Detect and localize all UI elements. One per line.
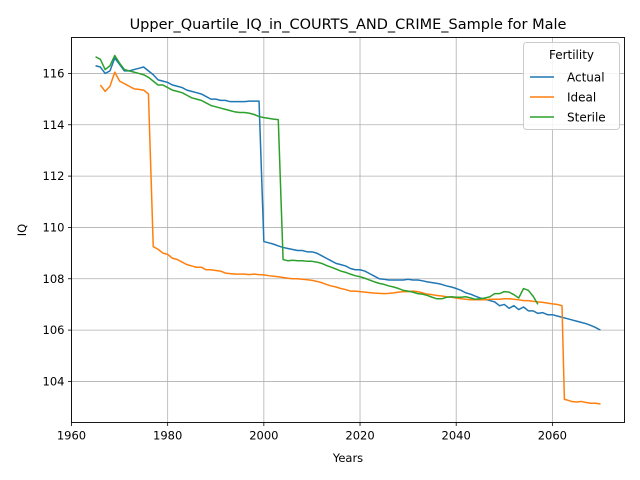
y-tick-label: 114 — [43, 118, 65, 132]
y-tick-label: 104 — [43, 374, 65, 388]
plot-area-frame — [71, 37, 625, 423]
legend-box — [523, 42, 620, 130]
y-axis-label: IQ — [15, 224, 29, 236]
x-tick-label: 2000 — [249, 429, 278, 443]
x-tick-label: 1960 — [57, 429, 86, 443]
legend-label-sterile: Sterile — [567, 111, 606, 125]
x-axis-label: Years — [332, 451, 363, 465]
legend-label-actual: Actual — [567, 71, 605, 85]
y-axis: 104 106 108 110 112 114 116 — [43, 66, 72, 388]
y-tick-label: 116 — [43, 66, 65, 80]
y-tick-label: 108 — [43, 272, 65, 286]
series-lines — [95, 54, 601, 405]
series-line-sterile — [95, 54, 539, 305]
series-line-ideal — [99, 71, 601, 405]
x-tick-label: 2060 — [538, 429, 567, 443]
x-axis: 1960 1980 2000 2020 2040 2060 — [57, 422, 567, 443]
y-tick-label: 110 — [43, 220, 65, 234]
legend-label-ideal: Ideal — [567, 91, 596, 105]
x-tick-label: 1980 — [153, 429, 182, 443]
legend-title: Fertility — [549, 48, 594, 62]
chart-title: Upper_Quartile_IQ_in_COURTS_AND_CRIME_Sa… — [130, 17, 567, 33]
x-tick-label: 2020 — [345, 429, 374, 443]
y-tick-label: 106 — [43, 323, 65, 337]
x-tick-label: 2040 — [442, 429, 471, 443]
legend-entries: Actual Ideal Sterile — [530, 71, 606, 125]
legend: Fertility Actual Ideal Sterile — [523, 42, 620, 130]
series-line-actual — [95, 57, 601, 331]
y-tick-label: 112 — [43, 169, 65, 183]
